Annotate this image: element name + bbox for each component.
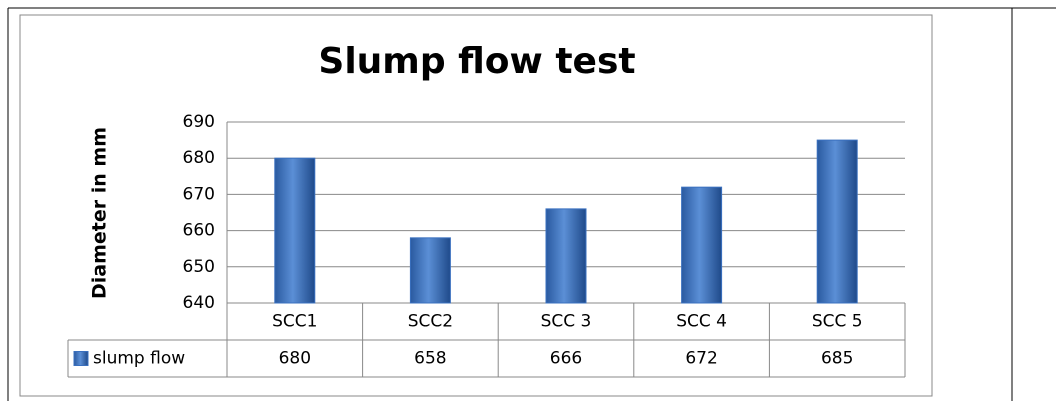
y-axis-title: Diameter in mm	[89, 127, 111, 299]
chart-title: Slump flow test	[318, 41, 635, 82]
bar	[681, 186, 723, 304]
x-tick-label: SCC2	[408, 312, 453, 332]
x-tick-label: SCC 3	[541, 312, 592, 332]
legend-label: slump flow	[93, 349, 185, 369]
chart-frame	[19, 14, 933, 397]
y-tick-label: 650	[183, 257, 215, 277]
y-tick-label: 670	[183, 184, 215, 204]
bar	[816, 139, 858, 304]
table-value: 666	[550, 349, 582, 369]
x-tick-label: SCC 5	[812, 312, 863, 332]
y-tick-label: 680	[183, 148, 215, 168]
table-value: 680	[279, 349, 311, 369]
bar	[274, 157, 316, 304]
bar	[409, 237, 451, 304]
x-tick-label: SCC1	[272, 312, 317, 332]
x-tick-label: SCC 4	[676, 312, 727, 332]
table-value: 672	[685, 349, 717, 369]
y-tick-label: 660	[183, 221, 215, 241]
legend-swatch	[73, 351, 89, 366]
y-tick-label: 640	[183, 293, 215, 313]
bar	[545, 208, 587, 304]
table-value: 658	[414, 349, 446, 369]
y-tick-label: 690	[183, 112, 215, 132]
table-value: 685	[821, 349, 853, 369]
